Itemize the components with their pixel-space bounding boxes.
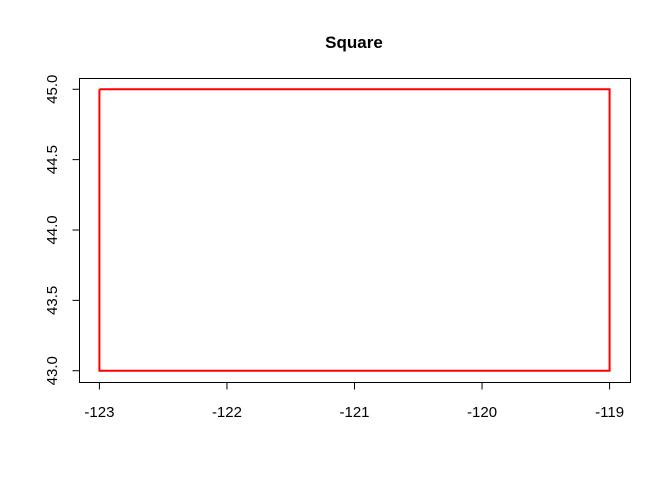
- y-tick-label: 45.0: [44, 75, 61, 104]
- y-tick-label: 43.0: [44, 356, 61, 385]
- chart-title: Square: [325, 33, 383, 52]
- x-tick-label: -120: [467, 404, 497, 421]
- series-layer: [98, 88, 611, 372]
- x-tick-label: -123: [84, 404, 114, 421]
- y-tick-label: 44.0: [44, 215, 61, 244]
- y-tick-label: 43.5: [44, 286, 61, 315]
- x-tick-label: -121: [339, 404, 369, 421]
- x-axis: -123 -122 -121 -120 -119: [84, 382, 624, 421]
- x-tick-label: -119: [595, 404, 624, 421]
- y-axis: 43.0 43.5 44.0 44.5 45.0: [44, 75, 80, 385]
- y-tick-label: 44.5: [44, 145, 61, 174]
- x-tick-label: -122: [212, 404, 242, 421]
- plot-border: [79, 78, 631, 383]
- series-line: [98, 88, 611, 372]
